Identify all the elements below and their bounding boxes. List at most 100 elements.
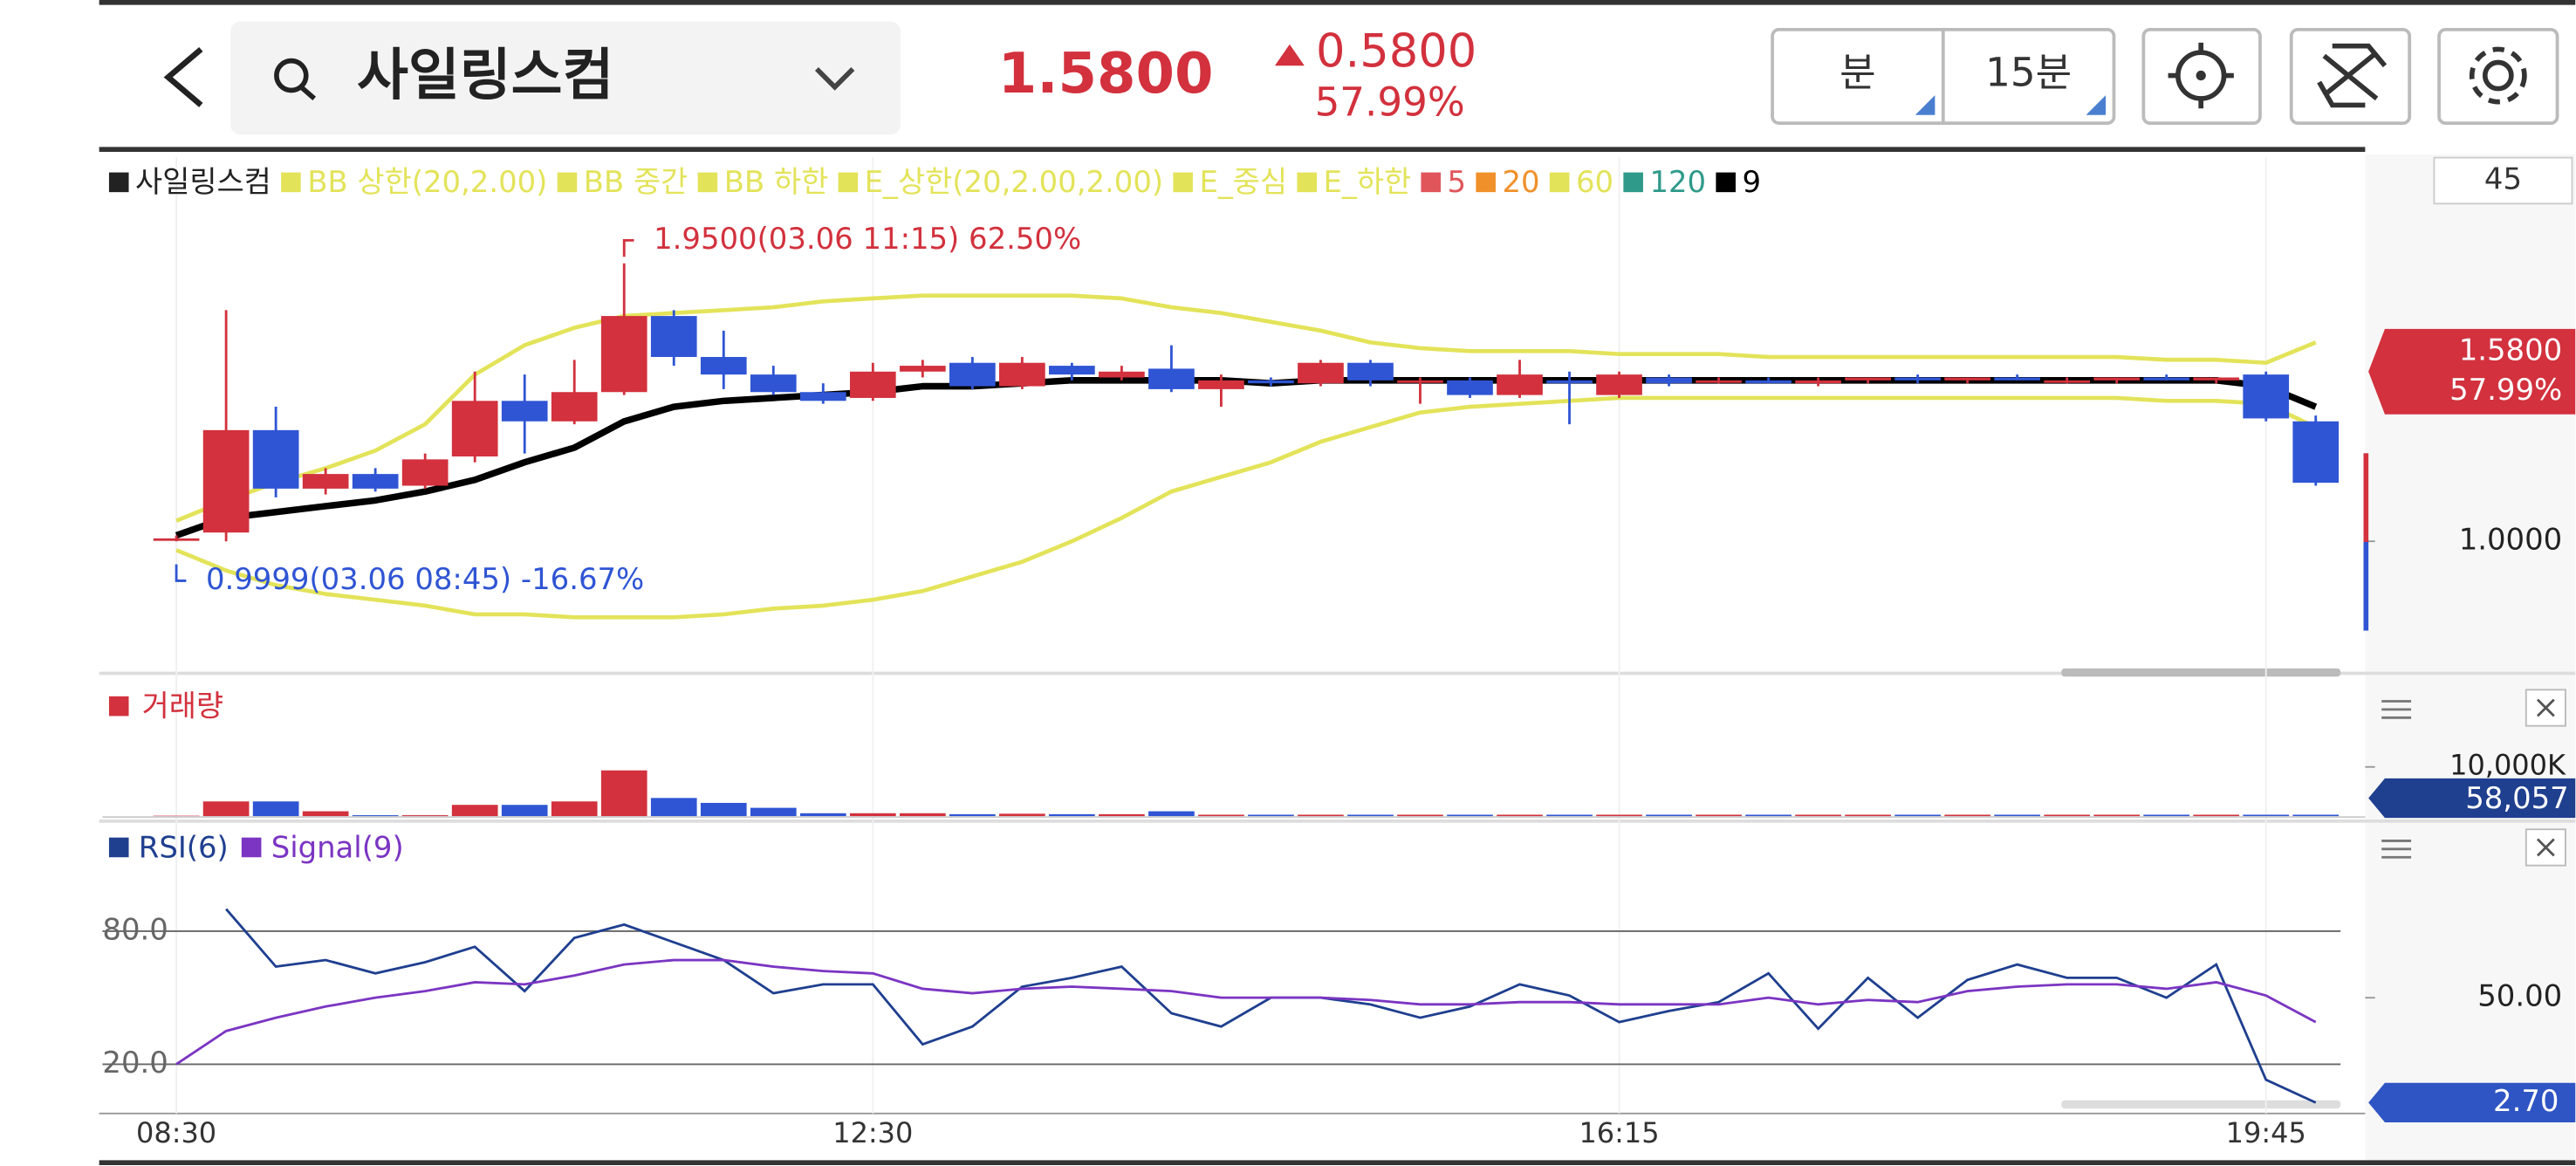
candle-body: [1099, 371, 1145, 378]
legend-label: 60: [1576, 165, 1613, 199]
search-icon: [299, 85, 317, 101]
volume-bar: [1894, 814, 1941, 817]
up-icon: [1274, 44, 1305, 66]
candle-body: [153, 538, 200, 541]
candle-body: [1696, 380, 1742, 383]
candle-body: [401, 459, 449, 486]
volume-bar: [2243, 814, 2290, 817]
legend-label: BB 중간: [584, 165, 689, 199]
candle-body: [252, 429, 299, 489]
volume-bar: [1994, 814, 2041, 817]
volume-bar: [1148, 811, 1195, 817]
candle-body: [949, 362, 996, 387]
volume-bar: [1596, 814, 1642, 817]
volume-bar: [1347, 814, 1394, 817]
volume-bar: [2093, 814, 2141, 817]
x-tick-label: 12:30: [832, 1116, 913, 1149]
price-change: 0.5800: [1316, 25, 1476, 79]
legend-swatch: [281, 172, 301, 193]
price-tag-rate: 57.99%: [2449, 373, 2562, 407]
x-tick-label: 08:30: [136, 1116, 216, 1149]
y-tick-label: 1.0000: [2459, 523, 2562, 557]
search-box[interactable]: [230, 21, 901, 135]
legend-label: BB 하한: [724, 165, 829, 199]
legend-swatch: [1549, 172, 1570, 193]
volume-bar: [1795, 814, 1841, 817]
candle-body: [1596, 374, 1642, 395]
legend-label: 사일링스컴: [135, 165, 271, 199]
volume-bar: [799, 813, 846, 817]
legend-swatch: [1421, 172, 1442, 193]
candle-body: [1049, 366, 1095, 375]
candle-body: [799, 392, 846, 401]
scrollbar[interactable]: [2061, 668, 2341, 677]
legend-swatch: [108, 696, 129, 717]
legend-label: 거래량: [142, 689, 223, 724]
menu-icon[interactable]: [2381, 840, 2412, 859]
corner-icon: [1915, 95, 1935, 115]
candle-body: [202, 429, 250, 533]
volume-bar: [700, 802, 747, 817]
candle-body: [2093, 377, 2141, 381]
stock-name: 사일링스컴: [357, 44, 613, 108]
candle-body: [899, 366, 946, 372]
candle-body: [1795, 380, 1841, 384]
volume-bar: [1696, 814, 1742, 817]
volume-bar: [501, 805, 548, 817]
legend-swatch: [108, 172, 129, 193]
volume-bar: [1845, 814, 1891, 817]
crosshair-icon: [2168, 42, 2234, 109]
rsi-tag: [2368, 1082, 2576, 1122]
legend-swatch: [838, 172, 859, 193]
candle-body: [2143, 377, 2190, 381]
volume-bar: [1497, 814, 1543, 817]
legend-label: RSI(6): [139, 830, 229, 864]
volume-bar: [202, 801, 250, 817]
volume-bar: [302, 811, 349, 817]
volume-bar: [551, 801, 598, 817]
y-tick-label: 80.0: [102, 912, 168, 946]
price-tag: [2368, 328, 2576, 415]
volume-bar: [1298, 814, 1344, 817]
range-bar: [2363, 541, 2369, 631]
volume-bar: [1198, 814, 1244, 817]
legend-label: 5: [1448, 165, 1467, 199]
legend-swatch: [108, 837, 129, 858]
legend-swatch: [1173, 172, 1193, 193]
unit-button[interactable]: 분: [1840, 50, 1876, 96]
candle-body: [849, 371, 896, 398]
candle-body: [999, 362, 1045, 387]
y-tick-label: 20.0: [102, 1046, 168, 1080]
interval-button[interactable]: 15분: [1985, 50, 2072, 96]
candle-body: [501, 401, 548, 422]
candle-body: [302, 474, 349, 489]
x-tick-label: 16:15: [1579, 1116, 1659, 1149]
volume-bar: [750, 807, 797, 817]
legend-swatch: [1297, 172, 1317, 193]
search-icon: [274, 58, 309, 93]
candle-body: [352, 474, 399, 489]
volume-bar: [1745, 814, 1792, 817]
top-label: 45: [2484, 161, 2522, 195]
menu-icon[interactable]: [2381, 700, 2412, 719]
volume-bar: [352, 815, 399, 817]
candle-body: [1497, 374, 1543, 395]
volume-bar: [1546, 814, 1593, 817]
back-button[interactable]: [163, 46, 203, 107]
low-annotation: 0.9999(03.06 08:45) -16.67%: [206, 562, 644, 596]
settings-button[interactable]: [2437, 27, 2559, 126]
y2-tick-label: 50.00: [2477, 979, 2562, 1013]
candle-body: [1845, 377, 1891, 381]
volume-bar: [1099, 813, 1145, 817]
volume-bar: [2193, 814, 2240, 817]
current-price: 1.5800: [998, 42, 1214, 106]
candle-body: [2044, 380, 2091, 383]
dropdown-icon[interactable]: [814, 67, 855, 91]
settings-icon: [2469, 46, 2527, 105]
candle-body: [1198, 380, 1244, 389]
scrollbar[interactable]: [2061, 1100, 2341, 1109]
candle-body: [1944, 377, 1990, 381]
volume-tag-label: 58,057: [2465, 781, 2568, 815]
indicator-line: [175, 293, 2317, 523]
